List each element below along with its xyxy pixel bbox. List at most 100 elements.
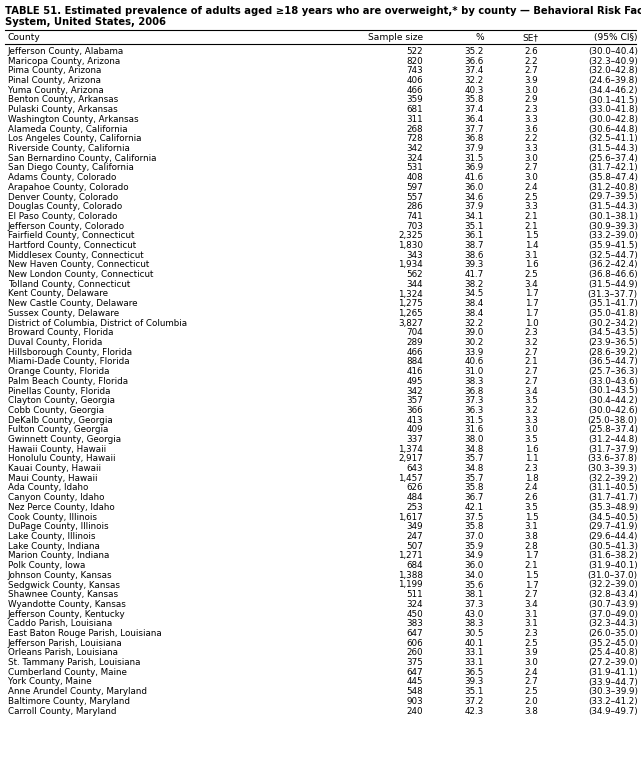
Text: 35.1: 35.1 xyxy=(465,687,484,696)
Text: 413: 413 xyxy=(406,416,423,424)
Text: (33.0–43.6): (33.0–43.6) xyxy=(588,376,638,386)
Text: 1,934: 1,934 xyxy=(398,260,423,269)
Text: (34.5–43.5): (34.5–43.5) xyxy=(588,329,638,337)
Text: (32.5–41.1): (32.5–41.1) xyxy=(588,134,638,143)
Text: 268: 268 xyxy=(406,124,423,134)
Text: Hartford County, Connecticut: Hartford County, Connecticut xyxy=(8,241,136,250)
Text: 606: 606 xyxy=(406,639,423,647)
Text: 3.0: 3.0 xyxy=(524,425,538,434)
Text: Caddo Parish, Louisiana: Caddo Parish, Louisiana xyxy=(8,619,112,628)
Text: 34.5: 34.5 xyxy=(465,289,484,298)
Text: 1.5: 1.5 xyxy=(525,231,538,241)
Text: Benton County, Arkansas: Benton County, Arkansas xyxy=(8,96,118,105)
Text: 41.7: 41.7 xyxy=(465,270,484,279)
Text: 1.1: 1.1 xyxy=(525,455,538,464)
Text: 38.4: 38.4 xyxy=(465,309,484,318)
Text: (25.4–40.8): (25.4–40.8) xyxy=(588,648,638,657)
Text: (31.7–41.7): (31.7–41.7) xyxy=(588,493,638,502)
Text: 3.4: 3.4 xyxy=(525,600,538,609)
Text: 2.7: 2.7 xyxy=(525,678,538,686)
Text: 40.1: 40.1 xyxy=(465,639,484,647)
Text: (31.2–40.8): (31.2–40.8) xyxy=(588,183,638,192)
Text: 2.1: 2.1 xyxy=(525,222,538,231)
Text: (30.3–39.9): (30.3–39.9) xyxy=(588,687,638,696)
Text: 703: 703 xyxy=(406,222,423,231)
Text: 37.4: 37.4 xyxy=(465,66,484,75)
Text: (35.8–47.4): (35.8–47.4) xyxy=(588,173,638,182)
Text: Kent County, Delaware: Kent County, Delaware xyxy=(8,289,108,298)
Text: 30.5: 30.5 xyxy=(465,629,484,638)
Text: 3.1: 3.1 xyxy=(525,619,538,628)
Text: 3.1: 3.1 xyxy=(525,522,538,531)
Text: 37.0: 37.0 xyxy=(465,532,484,541)
Text: DeKalb County, Georgia: DeKalb County, Georgia xyxy=(8,416,112,424)
Text: 36.8: 36.8 xyxy=(465,134,484,143)
Text: 344: 344 xyxy=(406,280,423,289)
Text: 1,199: 1,199 xyxy=(399,581,423,590)
Text: 2.1: 2.1 xyxy=(525,561,538,570)
Text: 342: 342 xyxy=(406,144,423,153)
Text: (25.8–37.4): (25.8–37.4) xyxy=(588,425,638,434)
Text: (33.2–39.0): (33.2–39.0) xyxy=(588,231,638,241)
Text: Adams County, Colorado: Adams County, Colorado xyxy=(8,173,116,182)
Text: El Paso County, Colorado: El Paso County, Colorado xyxy=(8,212,117,221)
Text: 495: 495 xyxy=(406,376,423,386)
Text: System, United States, 2006: System, United States, 2006 xyxy=(5,17,166,27)
Text: (31.2–44.8): (31.2–44.8) xyxy=(588,435,638,444)
Text: (31.7–42.1): (31.7–42.1) xyxy=(588,163,638,172)
Text: 1,617: 1,617 xyxy=(398,512,423,521)
Text: 511: 511 xyxy=(406,591,423,599)
Text: (32.5–44.7): (32.5–44.7) xyxy=(588,250,638,260)
Text: 1.7: 1.7 xyxy=(525,551,538,560)
Text: 42.1: 42.1 xyxy=(465,503,484,512)
Text: New Haven County, Connecticut: New Haven County, Connecticut xyxy=(8,260,149,269)
Text: Canyon County, Idaho: Canyon County, Idaho xyxy=(8,493,104,502)
Text: Tolland County, Connecticut: Tolland County, Connecticut xyxy=(8,280,130,289)
Text: 1,374: 1,374 xyxy=(398,445,423,454)
Text: Maricopa County, Arizona: Maricopa County, Arizona xyxy=(8,57,120,66)
Text: Miami-Dade County, Florida: Miami-Dade County, Florida xyxy=(8,357,129,367)
Text: (32.2–39.0): (32.2–39.0) xyxy=(588,581,638,590)
Text: 2.5: 2.5 xyxy=(525,639,538,647)
Text: 562: 562 xyxy=(406,270,423,279)
Text: 35.8: 35.8 xyxy=(465,483,484,493)
Text: (36.8–46.6): (36.8–46.6) xyxy=(588,270,638,279)
Text: 2.7: 2.7 xyxy=(525,367,538,376)
Text: SE†: SE† xyxy=(522,33,538,42)
Text: 1,830: 1,830 xyxy=(398,241,423,250)
Text: Polk County, Iowa: Polk County, Iowa xyxy=(8,561,85,570)
Text: 260: 260 xyxy=(406,648,423,657)
Text: Anne Arundel County, Maryland: Anne Arundel County, Maryland xyxy=(8,687,147,696)
Text: 349: 349 xyxy=(406,522,423,531)
Text: 2.4: 2.4 xyxy=(525,183,538,192)
Text: 36.9: 36.9 xyxy=(465,163,484,172)
Text: 903: 903 xyxy=(406,697,423,706)
Text: Lake County, Indiana: Lake County, Indiana xyxy=(8,542,99,551)
Text: 30.2: 30.2 xyxy=(465,338,484,347)
Text: Palm Beach County, Florida: Palm Beach County, Florida xyxy=(8,376,128,386)
Text: 2.3: 2.3 xyxy=(525,106,538,114)
Text: 3.8: 3.8 xyxy=(524,532,538,541)
Text: 31.6: 31.6 xyxy=(465,425,484,434)
Text: 35.1: 35.1 xyxy=(465,222,484,231)
Text: 38.0: 38.0 xyxy=(465,435,484,444)
Text: 681: 681 xyxy=(406,106,423,114)
Text: 2.3: 2.3 xyxy=(525,464,538,473)
Text: 3.4: 3.4 xyxy=(525,280,538,289)
Text: 357: 357 xyxy=(406,396,423,405)
Text: 2.1: 2.1 xyxy=(525,357,538,367)
Text: (35.3–48.9): (35.3–48.9) xyxy=(588,503,638,512)
Text: 3.3: 3.3 xyxy=(524,144,538,153)
Text: Middlesex County, Connecticut: Middlesex County, Connecticut xyxy=(8,250,144,260)
Text: (95% CI§): (95% CI§) xyxy=(594,33,638,42)
Text: 38.3: 38.3 xyxy=(465,376,484,386)
Text: Washington County, Arkansas: Washington County, Arkansas xyxy=(8,115,138,124)
Text: 3.5: 3.5 xyxy=(524,396,538,405)
Text: 39.3: 39.3 xyxy=(465,678,484,686)
Text: 37.9: 37.9 xyxy=(465,202,484,211)
Text: (31.5–44.3): (31.5–44.3) xyxy=(588,202,638,211)
Text: (35.2–45.0): (35.2–45.0) xyxy=(588,639,638,647)
Text: Duval County, Florida: Duval County, Florida xyxy=(8,338,102,347)
Text: 466: 466 xyxy=(406,86,423,95)
Text: 359: 359 xyxy=(406,96,423,105)
